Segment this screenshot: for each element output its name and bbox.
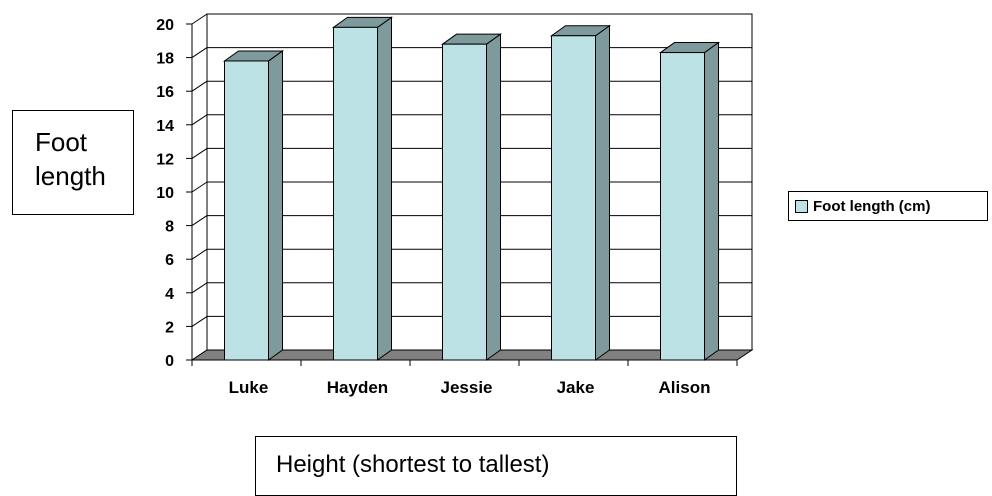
bar: [551, 35, 596, 361]
y-tick-label: 18: [156, 51, 174, 68]
gridline-depth: [191, 215, 208, 227]
bar: [660, 52, 705, 361]
y-tick-labels: 0 2 4 6 8 10 12 14 16 18 20: [156, 17, 174, 370]
gridline-depth: [191, 315, 208, 327]
x-tick-label: Alison: [659, 378, 711, 397]
y-tick-label: 20: [156, 17, 174, 34]
y-tick-label: 12: [156, 151, 174, 168]
y-tick-label: 4: [165, 286, 174, 303]
x-tick-labels: Luke Hayden Jessie Jake Alison: [229, 378, 711, 397]
y-tick-label: 2: [165, 319, 174, 336]
gridline-depth: [191, 80, 208, 92]
legend: Foot length (cm): [788, 191, 988, 221]
y-tick-label: 0: [165, 353, 174, 370]
x-tick-label: Hayden: [327, 378, 388, 397]
gridline-depth: [191, 282, 208, 294]
y-axis-title-text: Foot length: [35, 127, 106, 191]
bar-side: [377, 16, 392, 361]
x-tick-label: Jake: [557, 378, 595, 397]
y-tick-label: 14: [156, 118, 174, 135]
x-axis-title-text: Height (shortest to tallest): [276, 451, 550, 478]
gridline-depth: [191, 13, 208, 25]
y-tick-label: 16: [156, 84, 174, 101]
y-axis-title: Foot length: [12, 110, 134, 215]
bar-side: [486, 33, 501, 361]
y-tick-label: 6: [165, 252, 174, 269]
bar-side: [595, 24, 610, 361]
gridline-depth: [191, 47, 208, 59]
legend-entry: Foot length (cm): [813, 197, 931, 215]
gridline-depth: [191, 114, 208, 126]
y-tick-label: 10: [156, 185, 174, 202]
x-tick-label: Jessie: [441, 378, 493, 397]
y-tick-label: 8: [165, 219, 174, 236]
bar-side: [268, 49, 283, 361]
gridline-depth: [191, 248, 208, 260]
chart-axes: [186, 23, 738, 366]
bar: [333, 26, 378, 361]
bar-side: [704, 41, 719, 361]
bar: [442, 43, 487, 361]
gridline-depth: [191, 147, 208, 159]
legend-swatch: [795, 199, 808, 213]
x-tick-label: Luke: [229, 378, 269, 397]
chart-bars: [222, 16, 721, 361]
bar: [224, 60, 269, 361]
gridline-depth: [191, 181, 208, 193]
x-axis-title: Height (shortest to tallest): [255, 436, 737, 496]
